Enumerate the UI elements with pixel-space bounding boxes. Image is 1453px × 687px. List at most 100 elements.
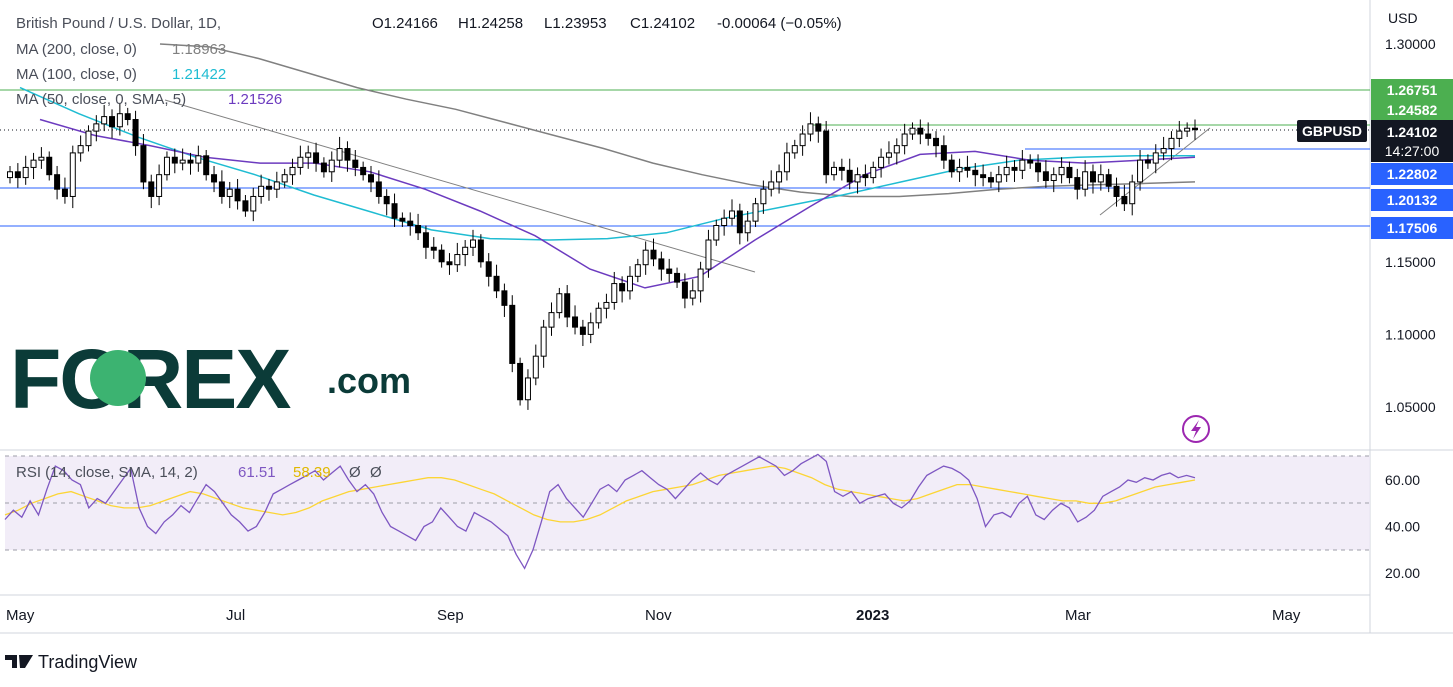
candle[interactable] bbox=[46, 151, 53, 181]
candle[interactable] bbox=[556, 287, 563, 319]
candle[interactable] bbox=[1074, 168, 1081, 200]
candle[interactable] bbox=[1082, 160, 1089, 197]
candle[interactable] bbox=[179, 148, 186, 171]
candle[interactable] bbox=[713, 219, 720, 246]
candle[interactable] bbox=[776, 164, 783, 194]
candle[interactable] bbox=[744, 210, 751, 242]
lightning-icon[interactable] bbox=[1182, 415, 1210, 443]
candle[interactable] bbox=[658, 251, 665, 281]
candle[interactable] bbox=[823, 120, 830, 184]
candle[interactable] bbox=[1097, 164, 1104, 191]
candle[interactable] bbox=[375, 170, 382, 204]
candle[interactable] bbox=[360, 161, 367, 181]
candle[interactable] bbox=[564, 285, 571, 328]
candle[interactable] bbox=[265, 179, 272, 201]
candle[interactable] bbox=[187, 152, 194, 175]
candle[interactable] bbox=[1129, 174, 1136, 216]
tradingview-brand[interactable]: TradingView bbox=[5, 652, 138, 672]
candle[interactable] bbox=[422, 225, 429, 259]
candle[interactable] bbox=[297, 145, 304, 175]
candle[interactable] bbox=[470, 229, 477, 256]
candle[interactable] bbox=[109, 109, 116, 139]
candle[interactable] bbox=[328, 151, 335, 182]
candle[interactable] bbox=[689, 279, 696, 306]
candle[interactable] bbox=[854, 167, 861, 194]
candle[interactable] bbox=[320, 157, 327, 178]
candle[interactable] bbox=[1035, 154, 1042, 182]
candle[interactable] bbox=[273, 171, 280, 198]
candle[interactable] bbox=[234, 179, 241, 210]
candle[interactable] bbox=[532, 344, 539, 386]
candle[interactable] bbox=[1137, 149, 1144, 191]
candle[interactable] bbox=[477, 234, 484, 268]
trend-line-down[interactable] bbox=[164, 99, 756, 273]
candle[interactable] bbox=[1113, 177, 1120, 207]
candle[interactable] bbox=[509, 295, 516, 373]
candle[interactable] bbox=[454, 242, 461, 272]
candle[interactable] bbox=[634, 258, 641, 283]
candle[interactable] bbox=[289, 158, 296, 185]
candle[interactable] bbox=[956, 158, 963, 182]
candle[interactable] bbox=[85, 125, 92, 152]
candle[interactable] bbox=[399, 212, 406, 227]
candle[interactable] bbox=[964, 155, 971, 178]
candle[interactable] bbox=[933, 131, 940, 158]
candle[interactable] bbox=[1168, 131, 1175, 161]
candle[interactable] bbox=[226, 181, 233, 209]
candle[interactable] bbox=[517, 357, 524, 406]
candle[interactable] bbox=[611, 271, 618, 310]
candle[interactable] bbox=[493, 264, 500, 299]
candle[interactable] bbox=[1050, 167, 1057, 193]
candle[interactable] bbox=[878, 148, 885, 178]
candle[interactable] bbox=[7, 165, 13, 184]
candle[interactable] bbox=[548, 302, 555, 336]
candle[interactable] bbox=[1144, 154, 1151, 169]
candle[interactable] bbox=[281, 168, 288, 188]
candle[interactable] bbox=[1152, 144, 1159, 174]
candle[interactable] bbox=[972, 163, 979, 187]
candle[interactable] bbox=[1176, 120, 1183, 148]
candle[interactable] bbox=[313, 142, 320, 172]
candle[interactable] bbox=[862, 164, 869, 187]
trend-line-up[interactable] bbox=[1099, 127, 1211, 216]
candle[interactable] bbox=[768, 170, 775, 197]
candle[interactable] bbox=[626, 266, 633, 300]
candle[interactable] bbox=[587, 312, 594, 344]
candle[interactable] bbox=[501, 283, 508, 317]
candle[interactable] bbox=[1089, 164, 1096, 194]
candle[interactable] bbox=[595, 302, 602, 329]
candle[interactable] bbox=[1066, 161, 1073, 184]
candle[interactable] bbox=[383, 189, 390, 216]
candle[interactable] bbox=[901, 123, 908, 155]
candle[interactable] bbox=[336, 136, 343, 168]
candle[interactable] bbox=[1184, 122, 1191, 137]
candle[interactable] bbox=[61, 177, 68, 204]
candle[interactable] bbox=[870, 161, 877, 184]
candle[interactable] bbox=[14, 163, 21, 188]
candle[interactable] bbox=[30, 152, 37, 180]
price-axis[interactable]: 1.30000 1.15000 1.10000 1.05000 bbox=[1385, 36, 1436, 415]
candle[interactable] bbox=[22, 155, 29, 185]
rsi-axis[interactable]: 60.00 40.00 20.00 bbox=[1385, 472, 1420, 581]
candle[interactable] bbox=[674, 267, 681, 288]
candle[interactable] bbox=[752, 197, 759, 227]
candle[interactable] bbox=[1042, 160, 1049, 188]
candle[interactable] bbox=[1011, 160, 1018, 182]
candle[interactable] bbox=[1003, 155, 1010, 182]
candle[interactable] bbox=[54, 165, 61, 200]
candle[interactable] bbox=[391, 193, 398, 227]
candle[interactable] bbox=[211, 165, 218, 193]
candle[interactable] bbox=[721, 209, 728, 236]
candle[interactable] bbox=[485, 253, 492, 287]
candle[interactable] bbox=[344, 141, 351, 172]
candle[interactable] bbox=[728, 199, 735, 226]
candle[interactable] bbox=[446, 253, 453, 275]
candle[interactable] bbox=[250, 187, 257, 222]
candle[interactable] bbox=[885, 141, 892, 165]
candle[interactable] bbox=[258, 174, 265, 204]
candle[interactable] bbox=[171, 148, 178, 174]
candle[interactable] bbox=[38, 147, 45, 169]
candle[interactable] bbox=[909, 122, 916, 140]
candle[interactable] bbox=[791, 139, 798, 159]
candle[interactable] bbox=[148, 174, 155, 209]
